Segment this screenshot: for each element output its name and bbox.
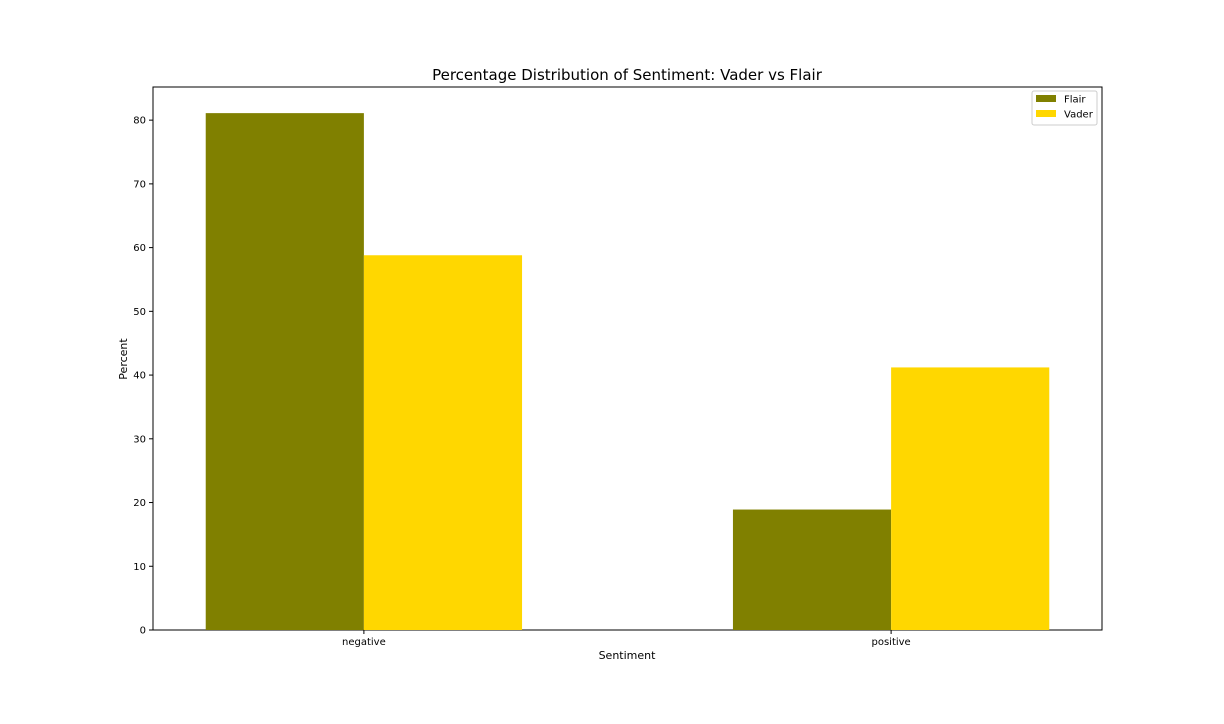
- bar-vader-negative: [363, 255, 523, 630]
- bar-flair-positive: [732, 509, 892, 630]
- legend: Flair Vader: [1031, 90, 1098, 126]
- legend-label-flair: Flair: [1064, 95, 1086, 106]
- legend-label-vader: Vader: [1064, 110, 1094, 121]
- y-tick-label: 30: [133, 434, 146, 445]
- bar-flair-negative: [205, 113, 364, 631]
- y-axis-label: Percent: [117, 338, 130, 380]
- y-tick-label: 20: [133, 498, 146, 509]
- x-axis-label: Sentiment: [599, 649, 657, 662]
- legend-swatch-flair: [1036, 95, 1056, 102]
- x-tick-label-positive: positive: [871, 637, 910, 648]
- x-tick-label-negative: negative: [342, 637, 386, 648]
- chart-title: Percentage Distribution of Sentiment: Va…: [432, 66, 823, 84]
- y-tick-label: 70: [133, 179, 146, 190]
- plot-area-frame: [152, 86, 1103, 631]
- y-axis: 0 10 20 30 40 50 60 70 80: [133, 116, 153, 637]
- y-tick-label: 0: [140, 626, 146, 637]
- y-tick-label: 50: [133, 307, 146, 318]
- y-tick-label: 80: [133, 116, 146, 127]
- bars-layer: [205, 113, 1050, 631]
- bar-vader-positive: [891, 367, 1050, 630]
- y-tick-label: 10: [133, 562, 146, 573]
- y-tick-label: 60: [133, 243, 146, 254]
- y-tick-label: 40: [133, 371, 146, 382]
- x-axis: negative positive: [342, 630, 911, 648]
- legend-swatch-vader: [1036, 110, 1056, 117]
